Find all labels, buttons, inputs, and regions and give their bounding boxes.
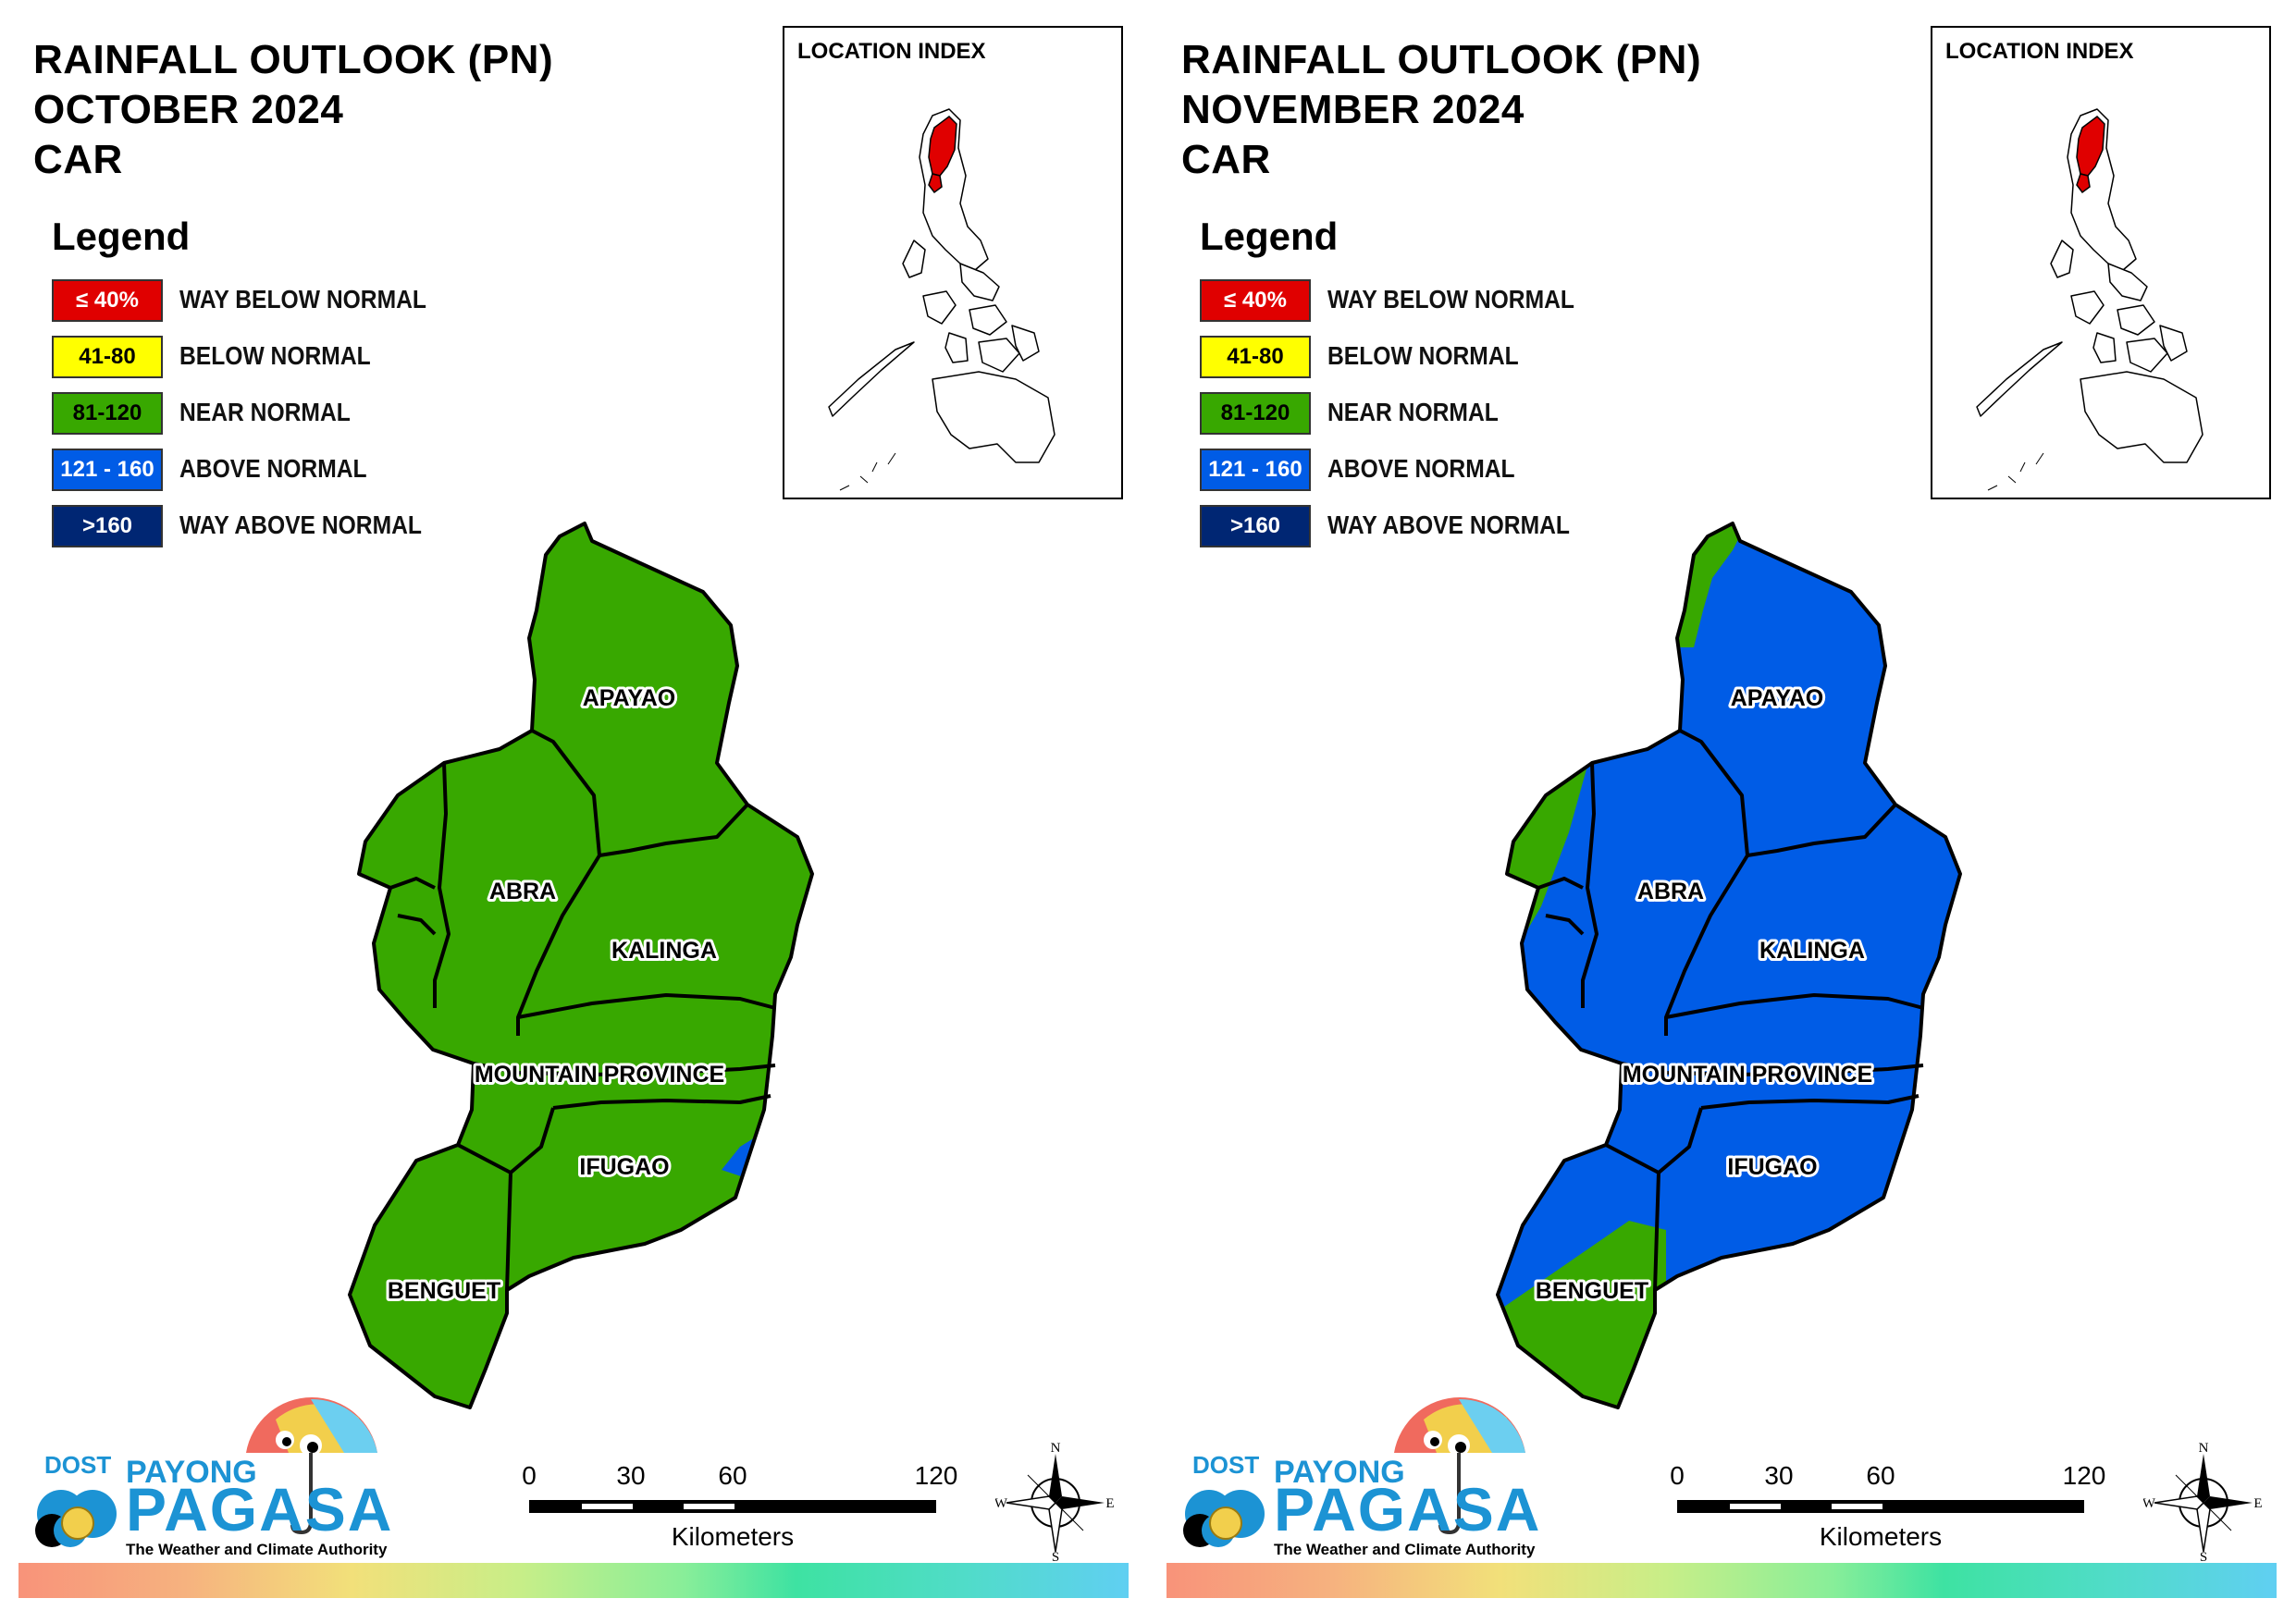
north-arrow-icon: N S E W (995, 1441, 1115, 1561)
province-label-apayao: APAYAO (1731, 685, 1824, 711)
legend-label: NEAR NORMAL (1327, 398, 1499, 426)
compass-s: S (1052, 1550, 1059, 1561)
scale-bar-graphic (1677, 1500, 2084, 1513)
outlook-panel-november: RAINFALL OUTLOOK (PN) NOVEMBER 2024 CAR … (1148, 0, 2296, 1623)
logo-dost-text: DOST (1192, 1451, 1259, 1479)
province-label-ifugao: IFUGAO (1727, 1154, 1817, 1180)
legend-label: ABOVE NORMAL (179, 454, 367, 483)
scale-tick-label: 120 (2062, 1461, 2106, 1490)
compass-w: W (995, 1496, 1008, 1511)
logo-pagasa-text: PAGASA (126, 1475, 393, 1543)
province-label-ifugao: IFUGAO (579, 1154, 669, 1180)
province-label-benguet: BENGUET (1536, 1278, 1648, 1304)
location-index-inset: LOCATION INDEX (1931, 26, 2271, 499)
legend-label: WAY BELOW NORMAL (179, 285, 426, 314)
legend-label: NEAR NORMAL (179, 398, 351, 426)
legend-swatch: >160 (52, 505, 163, 547)
compass-n: N (1051, 1441, 1061, 1456)
map-title: RAINFALL OUTLOOK (PN) OCTOBER 2024 CAR (33, 35, 553, 185)
legend-label: BELOW NORMAL (1327, 341, 1519, 370)
scale-tick-label: 0 (522, 1461, 537, 1490)
car-province-map: APAYAO ABRA KALINGA MOUNTAIN PROVINCE IF… (1496, 522, 1962, 1409)
scale-bar-graphic (529, 1500, 936, 1513)
logo-dost-text: DOST (44, 1451, 111, 1479)
province-label-abra: ABRA (1637, 879, 1704, 904)
logo-tagline: The Weather and Climate Authority (1274, 1541, 1536, 1558)
scale-tick-label: 60 (718, 1461, 747, 1490)
scale-segment (582, 1504, 633, 1509)
compass-e: E (1105, 1496, 1114, 1511)
location-index-inset: LOCATION INDEX (783, 26, 1123, 499)
legend-title: Legend (52, 215, 191, 258)
scale-tick-label: 30 (616, 1461, 646, 1490)
province-labels: APAYAO ABRA KALINGA MOUNTAIN PROVINCE IF… (1533, 682, 1875, 1307)
compass-w: W (2143, 1496, 2156, 1511)
scale-unit-label: Kilometers (671, 1522, 795, 1551)
car-region-fill (1498, 523, 1960, 1408)
philippines-locator-map (1976, 108, 2203, 491)
scale-segment (1730, 1504, 1781, 1509)
compass-e: E (2253, 1496, 2262, 1511)
compass-n: N (2199, 1441, 2209, 1456)
legend-label: WAY BELOW NORMAL (1327, 285, 1574, 314)
province-labels: APAYAO ABRA KALINGA MOUNTAIN PROVINCE IF… (385, 682, 727, 1307)
legend-swatch: 121 - 160 (1200, 449, 1311, 491)
footer-color-stripe (19, 1563, 1129, 1598)
legend-label: WAY ABOVE NORMAL (179, 510, 422, 539)
footer-color-stripe (1167, 1563, 2277, 1598)
legend-label: ABOVE NORMAL (1327, 454, 1515, 483)
logo-tagline: The Weather and Climate Authority (126, 1541, 388, 1558)
legend-swatch: 121 - 160 (52, 449, 163, 491)
province-boundaries (348, 522, 814, 1409)
car-region-fill (350, 523, 812, 1408)
legend-swatch: 81-120 (1200, 392, 1311, 435)
province-label-mountain-province: MOUNTAIN PROVINCE (475, 1062, 724, 1088)
province-label-mountain-province: MOUNTAIN PROVINCE (1623, 1062, 1872, 1088)
title-line-1: RAINFALL OUTLOOK (PN) (1181, 37, 1702, 82)
legend-swatch: 81-120 (52, 392, 163, 435)
legend-swatch: >160 (1200, 505, 1311, 547)
legend-swatch: 41-80 (52, 336, 163, 378)
philippines-locator-map (828, 108, 1055, 491)
province-boundaries (1496, 522, 1962, 1409)
province-label-abra: ABRA (489, 879, 556, 904)
title-line-1: RAINFALL OUTLOOK (PN) (33, 37, 554, 82)
legend-title: Legend (1200, 215, 1339, 258)
logo-payong-text: PAYONG (1274, 1455, 1405, 1490)
logo-pagasa-text: PAGASA (1274, 1475, 1541, 1543)
title-line-2: NOVEMBER 2024 (1181, 87, 1524, 132)
title-line-2: OCTOBER 2024 (33, 87, 344, 132)
legend-swatch: ≤ 40% (52, 279, 163, 322)
province-label-kalinga: KALINGA (1759, 938, 1865, 964)
legend-label: BELOW NORMAL (179, 341, 371, 370)
pagasa-logo: DOST PAYONG PAGASA The Weather and Clima… (1183, 1396, 1541, 1558)
location-index-label: LOCATION INDEX (1945, 39, 2134, 64)
legend-label: WAY ABOVE NORMAL (1327, 510, 1570, 539)
province-label-kalinga: KALINGA (611, 938, 717, 964)
scale-bar: 0 30 60 120 Kilometers (1666, 1457, 2129, 1559)
map-title: RAINFALL OUTLOOK (PN) NOVEMBER 2024 CAR (1181, 35, 1701, 185)
legend-swatch: ≤ 40% (1200, 279, 1311, 322)
north-arrow-icon: N S E W (2143, 1441, 2263, 1561)
scale-tick-label: 120 (914, 1461, 958, 1490)
scale-bar: 0 30 60 120 Kilometers (518, 1457, 981, 1559)
pagasa-logo: DOST PAYONG PAGASA The Weather and Clima… (35, 1396, 393, 1558)
scale-tick-label: 0 (1670, 1461, 1685, 1490)
scale-tick-label: 30 (1764, 1461, 1794, 1490)
compass-s: S (2200, 1550, 2207, 1561)
car-province-map: APAYAO ABRA KALINGA MOUNTAIN PROVINCE IF… (348, 522, 814, 1409)
scale-segment (1832, 1504, 1882, 1509)
province-label-benguet: BENGUET (388, 1278, 500, 1304)
logo-payong-text: PAYONG (126, 1455, 257, 1490)
outlook-panel-october: RAINFALL OUTLOOK (PN) OCTOBER 2024 CAR L… (19, 26, 1129, 1598)
location-index-label: LOCATION INDEX (797, 39, 986, 64)
title-line-3: CAR (1181, 137, 1271, 182)
province-label-apayao: APAYAO (583, 685, 676, 711)
scale-segment (684, 1504, 734, 1509)
title-line-3: CAR (33, 137, 123, 182)
legend-swatch: 41-80 (1200, 336, 1311, 378)
province-shapes (350, 523, 812, 1408)
scale-tick-label: 60 (1866, 1461, 1895, 1490)
scale-unit-label: Kilometers (1819, 1522, 1943, 1551)
